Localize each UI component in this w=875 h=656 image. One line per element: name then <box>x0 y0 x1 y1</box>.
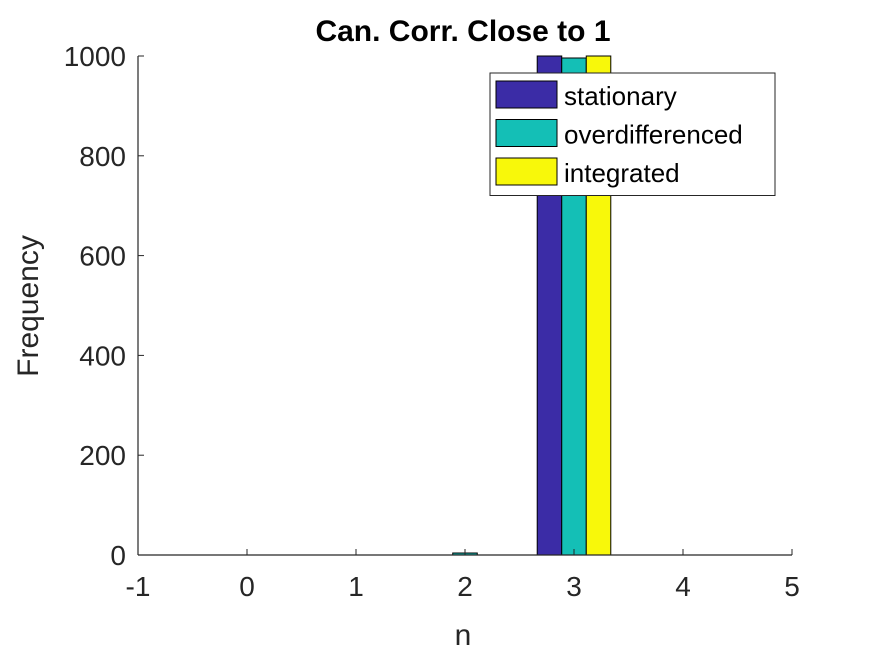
y-tick-label: 1000 <box>64 41 126 72</box>
legend-swatch-stationary <box>495 80 558 109</box>
y-tick-label: 800 <box>79 141 126 172</box>
x-tick-label: 0 <box>239 571 255 602</box>
x-tick-label: -1 <box>126 571 151 602</box>
legend-swatch-overdifferenced <box>495 119 558 147</box>
x-tick-label: 2 <box>457 571 473 602</box>
legend-label-integrated: integrated <box>564 158 680 188</box>
x-axis-label: n <box>455 619 472 652</box>
x-tick-label: 3 <box>566 571 582 602</box>
y-tick-label: 0 <box>110 540 126 571</box>
x-tick-label: 5 <box>784 571 800 602</box>
legend-label-overdifferenced: overdifferenced <box>564 120 743 150</box>
y-axis-label: Frequency <box>12 235 45 377</box>
legend-label-stationary: stationary <box>564 81 677 111</box>
x-tick-label: 4 <box>675 571 691 602</box>
chart-title: Can. Corr. Close to 1 <box>315 15 610 48</box>
legend-swatch-integrated <box>495 157 558 186</box>
legend: stationary overdifferenced integrated <box>489 72 776 196</box>
y-tick-label: 600 <box>79 241 126 272</box>
x-tick-label: 1 <box>348 571 364 602</box>
y-tick-label: 400 <box>79 340 126 371</box>
y-tick-label: 200 <box>79 440 126 471</box>
